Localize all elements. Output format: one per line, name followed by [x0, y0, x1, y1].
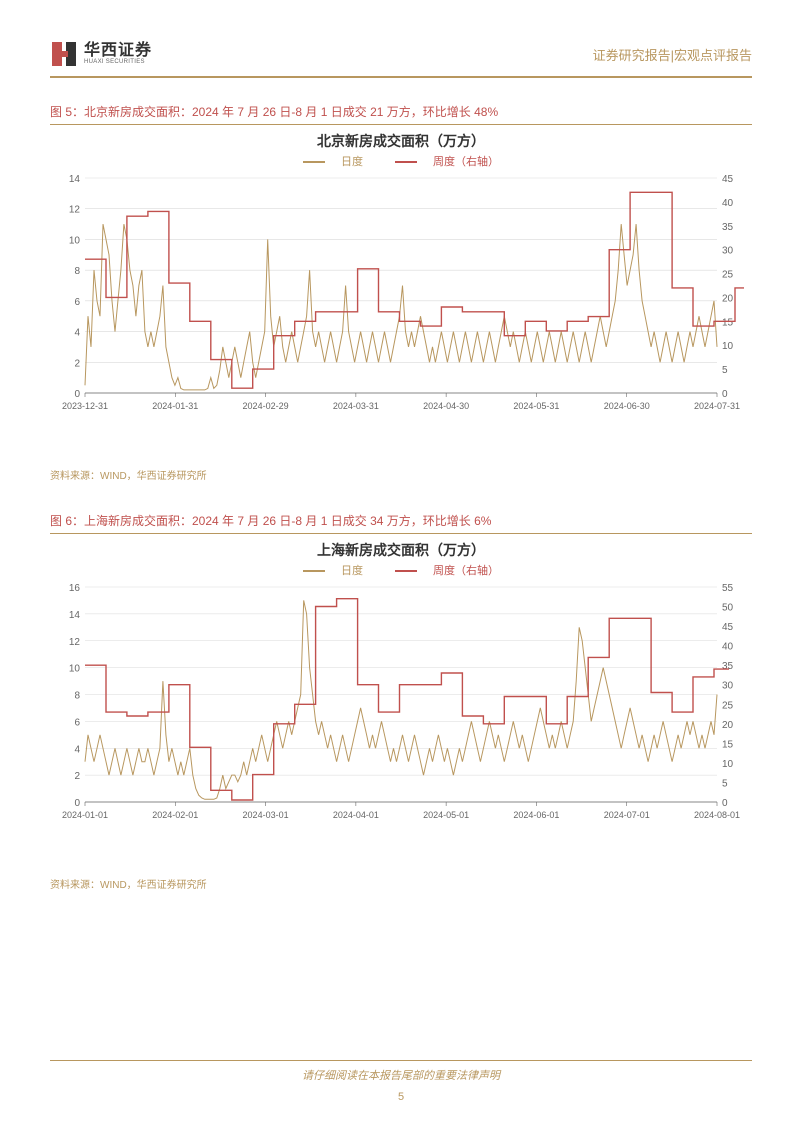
svg-text:2024-04-01: 2024-04-01 — [333, 810, 379, 820]
svg-text:0: 0 — [722, 798, 728, 809]
figure-block: 图 5：北京新房成交面积：2024 年 7 月 26 日-8 月 1 日成交 2… — [50, 103, 752, 482]
svg-text:40: 40 — [722, 642, 734, 653]
figure-source: 资料来源：WIND，华西证券研究所 — [50, 467, 752, 482]
svg-text:2024-05-01: 2024-05-01 — [423, 810, 469, 820]
legend-daily: 日度 — [295, 565, 371, 577]
svg-text:35: 35 — [722, 222, 734, 233]
svg-text:0: 0 — [74, 798, 80, 809]
weekly-line — [85, 599, 729, 800]
svg-text:2024-08-01: 2024-08-01 — [694, 810, 740, 820]
svg-text:14: 14 — [69, 610, 81, 621]
legend-daily: 日度 — [295, 156, 371, 168]
svg-text:20: 20 — [722, 720, 734, 731]
svg-text:2024-04-30: 2024-04-30 — [423, 401, 469, 411]
svg-text:30: 30 — [722, 681, 734, 692]
header-category: 证券研究报告|宏观点评报告 — [593, 45, 752, 64]
svg-text:20: 20 — [722, 293, 734, 304]
svg-text:6: 6 — [74, 297, 80, 308]
daily-line — [85, 600, 717, 799]
footer-disclaimer: 请仔细阅读在本报告尾部的重要法律声明 — [0, 1067, 802, 1083]
svg-text:25: 25 — [722, 270, 734, 281]
logo: 华西证券 HUAXI SECURITIES — [50, 40, 152, 68]
svg-text:4: 4 — [74, 328, 80, 339]
weekly-line — [85, 192, 744, 388]
svg-text:2024-03-01: 2024-03-01 — [243, 810, 289, 820]
svg-text:10: 10 — [69, 235, 81, 246]
svg-text:15: 15 — [722, 739, 734, 750]
svg-text:35: 35 — [722, 661, 734, 672]
figure-source: 资料来源：WIND，华西证券研究所 — [50, 876, 752, 891]
legend-weekly: 周度（右轴） — [387, 565, 507, 577]
svg-text:2024-07-01: 2024-07-01 — [604, 810, 650, 820]
page-number: 5 — [0, 1091, 802, 1103]
svg-text:30: 30 — [722, 246, 734, 257]
svg-text:12: 12 — [69, 637, 81, 648]
logo-text-cn: 华西证券 — [84, 43, 152, 59]
page-footer: 请仔细阅读在本报告尾部的重要法律声明 5 — [0, 1060, 802, 1103]
page-header: 华西证券 HUAXI SECURITIES 证券研究报告|宏观点评报告 — [50, 40, 752, 78]
svg-text:2024-03-31: 2024-03-31 — [333, 401, 379, 411]
svg-text:50: 50 — [722, 603, 734, 614]
figure-caption: 图 5：北京新房成交面积：2024 年 7 月 26 日-8 月 1 日成交 2… — [50, 103, 752, 125]
chart-svg: 0 2 4 6 8 10 12 14 16 0 5 10 15 20 25 30 35 40 45 50 55 2024-… — [50, 582, 752, 832]
svg-text:12: 12 — [69, 205, 81, 216]
chart-area: 0 2 4 6 8 10 12 14 0 5 10 15 20 25 30 35 40 45 2023-12-31 2… — [50, 173, 752, 463]
svg-text:25: 25 — [722, 700, 734, 711]
svg-text:2: 2 — [74, 771, 80, 782]
svg-text:10: 10 — [69, 664, 81, 675]
figure-block: 图 6：上海新房成交面积：2024 年 7 月 26 日-8 月 1 日成交 3… — [50, 512, 752, 891]
chart-area: 0 2 4 6 8 10 12 14 16 0 5 10 15 20 25 30 35 40 45 50 55 2024-… — [50, 582, 752, 872]
svg-text:2024-07-31: 2024-07-31 — [694, 401, 740, 411]
svg-text:2024-01-31: 2024-01-31 — [152, 401, 198, 411]
svg-text:10: 10 — [722, 759, 734, 770]
chart-svg: 0 2 4 6 8 10 12 14 0 5 10 15 20 25 30 35 40 45 2023-12-31 2… — [50, 173, 752, 423]
daily-line — [85, 224, 717, 390]
legend-weekly: 周度（右轴） — [387, 156, 507, 168]
svg-text:0: 0 — [722, 389, 728, 400]
svg-text:15: 15 — [722, 317, 734, 328]
svg-text:10: 10 — [722, 341, 734, 352]
svg-text:55: 55 — [722, 583, 734, 594]
svg-text:2: 2 — [74, 358, 80, 369]
svg-text:2024-02-29: 2024-02-29 — [243, 401, 289, 411]
svg-text:16: 16 — [69, 583, 81, 594]
svg-text:8: 8 — [74, 266, 80, 277]
svg-text:2024-06-01: 2024-06-01 — [513, 810, 559, 820]
logo-icon — [50, 40, 78, 68]
svg-text:45: 45 — [722, 622, 734, 633]
svg-text:0: 0 — [74, 389, 80, 400]
figure-caption: 图 6：上海新房成交面积：2024 年 7 月 26 日-8 月 1 日成交 3… — [50, 512, 752, 534]
svg-text:2023-12-31: 2023-12-31 — [62, 401, 108, 411]
logo-text-en: HUAXI SECURITIES — [84, 59, 152, 65]
svg-text:2024-06-30: 2024-06-30 — [604, 401, 650, 411]
svg-text:45: 45 — [722, 174, 734, 185]
svg-text:14: 14 — [69, 174, 81, 185]
svg-text:40: 40 — [722, 198, 734, 209]
chart-title: 上海新房成交面积（万方） — [50, 540, 752, 560]
svg-text:8: 8 — [74, 691, 80, 702]
svg-text:5: 5 — [722, 365, 728, 376]
svg-text:2024-02-01: 2024-02-01 — [152, 810, 198, 820]
svg-text:4: 4 — [74, 744, 80, 755]
svg-text:6: 6 — [74, 717, 80, 728]
svg-text:5: 5 — [722, 778, 728, 789]
chart-legend: 日度 周度（右轴） — [50, 153, 752, 169]
chart-legend: 日度 周度（右轴） — [50, 562, 752, 578]
svg-text:2024-05-31: 2024-05-31 — [513, 401, 559, 411]
chart-title: 北京新房成交面积（万方） — [50, 131, 752, 151]
svg-text:2024-01-01: 2024-01-01 — [62, 810, 108, 820]
